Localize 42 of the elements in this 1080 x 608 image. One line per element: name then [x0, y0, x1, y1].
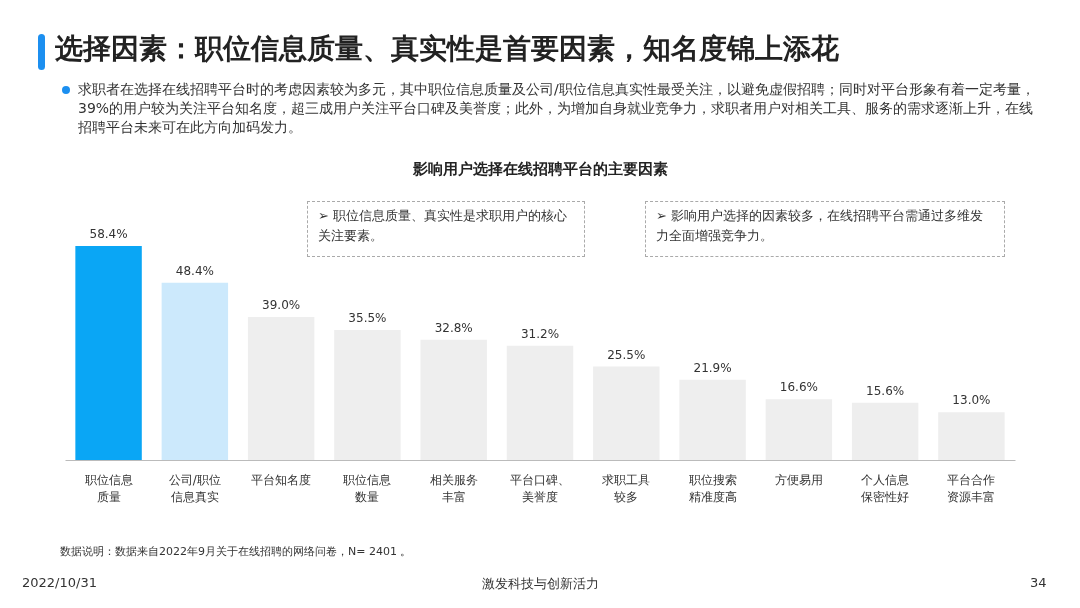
data-label: 48.4% — [175, 263, 214, 278]
data-label: 39.0% — [262, 298, 301, 313]
bar — [420, 339, 487, 460]
text: 2022/10/31 — [22, 575, 97, 590]
bar — [851, 402, 919, 460]
data-label: 21.9% — [693, 360, 732, 375]
x-tick-label: 公司/职位信息真实 — [168, 472, 221, 504]
bar — [75, 246, 142, 460]
bar — [593, 366, 660, 460]
x-tick-label: 职位信息质量 — [84, 472, 133, 504]
x-tick-label: 平台知名度 — [251, 472, 312, 487]
bar — [334, 329, 401, 460]
bar — [679, 379, 746, 460]
x-tick-label: 个人信息保密性好 — [861, 472, 910, 504]
x-tick-label: 相关服务丰富 — [429, 472, 478, 504]
text: 数据说明：数据来自2022年9月关于在线招聘的网络问卷，N= 2401 。 — [60, 544, 412, 559]
data-label: 16.6% — [779, 380, 818, 395]
bar — [247, 317, 315, 460]
bar — [765, 399, 833, 460]
x-tick-label: 平台合作资源丰富 — [947, 472, 996, 504]
chart-title: 选择因素：职位信息质量、真实性是首要因素，知名度锦上添花 — [55, 31, 839, 67]
data-label: 35.5% — [348, 310, 387, 325]
bar — [506, 345, 574, 460]
x-tick-label: 平台口碑、美誉度 — [510, 472, 570, 504]
data-label: 15.6% — [866, 383, 905, 398]
bar — [938, 412, 1005, 460]
data-label: 58.4% — [89, 227, 128, 241]
data-label: 32.8% — [434, 320, 473, 335]
chart-subtitle: 求职者在选择在线招聘平台时的考虑因素较为多元，其中职位信息质量及公司/职位信息真实性最受关注，以避免虚假招聘；同时对平台形象有着一定考量，39%的用户较为关注平台知名度，超三成用户关注平台口碑及美誉度；此外，为增加自身就业竞争力，求职者用户对相关工具、服务的需求逐渐上升，在线招聘平台未来可在此方向加码发力。 — [78, 80, 1036, 137]
data-label: 13.0% — [952, 393, 991, 408]
text: ➢ 影响用户选择的因素较多，在线招聘平台需通过多维发力全面增强竞争力。 — [645, 201, 1005, 257]
data-label: 25.5% — [607, 347, 646, 362]
x-tick-label: 职位信息数量 — [343, 472, 392, 504]
x-tick-label: 方便易用 — [774, 472, 823, 487]
text: 34 — [1030, 575, 1047, 590]
x-tick-label: 职位搜索精准度高 — [688, 472, 737, 504]
text: ➢ 职位信息质量、真实性是求职用户的核心关注要素。 — [307, 201, 585, 257]
data-label: 31.2% — [520, 326, 560, 341]
bar — [161, 282, 229, 460]
text: 影响用户选择在线招聘平台的主要因素 — [411, 160, 669, 179]
x-tick-label: 求职工具较多 — [602, 472, 651, 504]
text: 激发科技与创新活力 — [481, 576, 599, 591]
